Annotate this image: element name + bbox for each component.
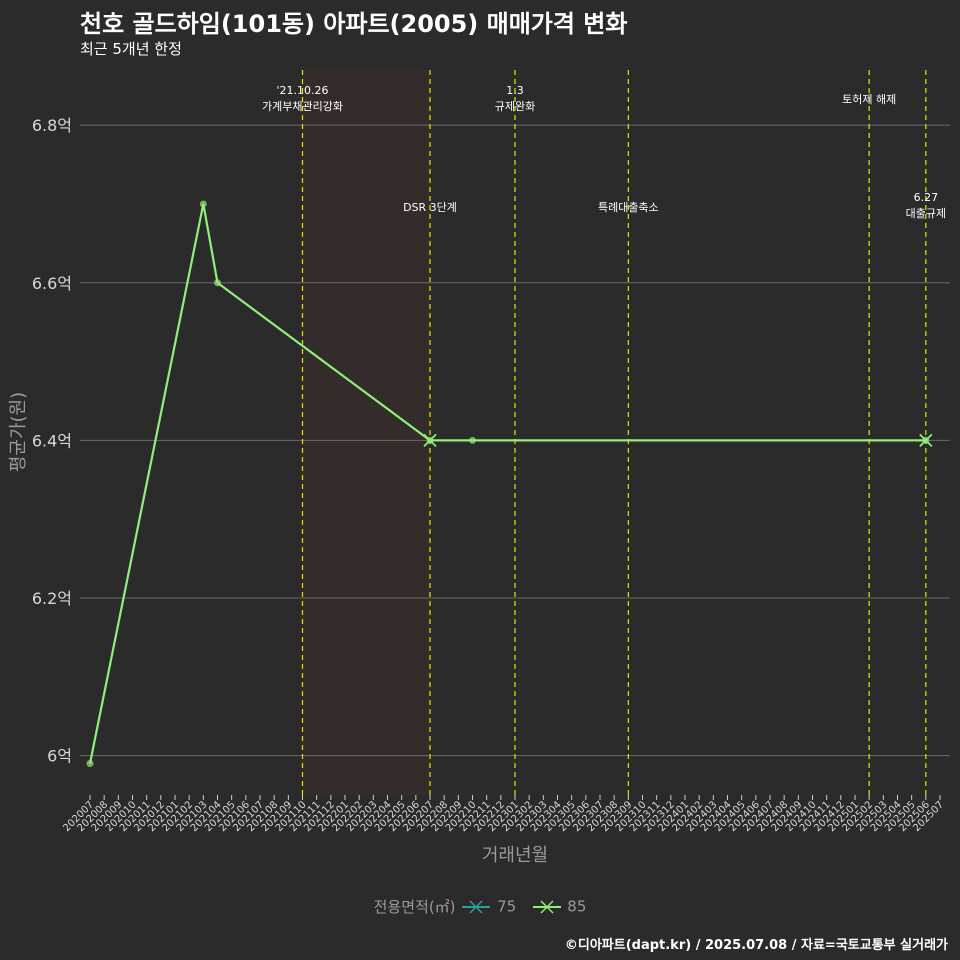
event-label: 가계부채관리강화 (262, 100, 343, 113)
event-label: 규제완화 (495, 100, 535, 113)
event-label: 토허제 해제 (842, 92, 896, 106)
series-85-point (199, 200, 207, 208)
legend-key-75 (462, 899, 491, 914)
y-tick-label: 6.8억 (32, 116, 72, 135)
event-label: 대출규제 (906, 207, 946, 220)
y-tick-label: 6억 (47, 747, 72, 766)
y-tick-label: 6.2억 (32, 589, 72, 608)
legend-label-85: 85 (567, 897, 587, 916)
y-tick-label: 6.4억 (32, 431, 72, 450)
series-85-point (469, 436, 476, 444)
legend-label-75: 75 (497, 897, 517, 916)
series-85-line (88, 203, 926, 764)
series-85-point (214, 279, 221, 287)
shaded-period (302, 70, 430, 795)
event-label: DSR 3단계 (403, 201, 457, 214)
series-85-point (86, 759, 94, 767)
series-85-cross-marker (423, 433, 437, 448)
event-label: 특례대출축소 (598, 201, 659, 214)
legend: 전용면적(㎡) 75 85 (0, 896, 960, 917)
source-caption: ©디아파트(dapt.kr) / 2025.07.08 / 자료=국토교통부 실… (564, 938, 948, 953)
event-label: 1.3 (506, 84, 524, 97)
series-85-cross-marker (919, 433, 933, 448)
event-label: '21.10.26 (276, 84, 328, 97)
x-axis-title: 거래년월 (482, 845, 548, 866)
y-tick-label: 6.6억 (32, 274, 72, 293)
event-label: 6.27 (914, 191, 939, 204)
legend-key-85 (532, 899, 561, 914)
y-axis-title: 평균가(원) (8, 392, 29, 472)
chart-subtitle: 최근 5개년 한정 (80, 40, 182, 58)
legend-title: 전용면적(㎡) (373, 898, 456, 916)
chart-title: 천호 골드하임(101동) 아파트(2005) 매매가격 변화 (80, 10, 628, 38)
